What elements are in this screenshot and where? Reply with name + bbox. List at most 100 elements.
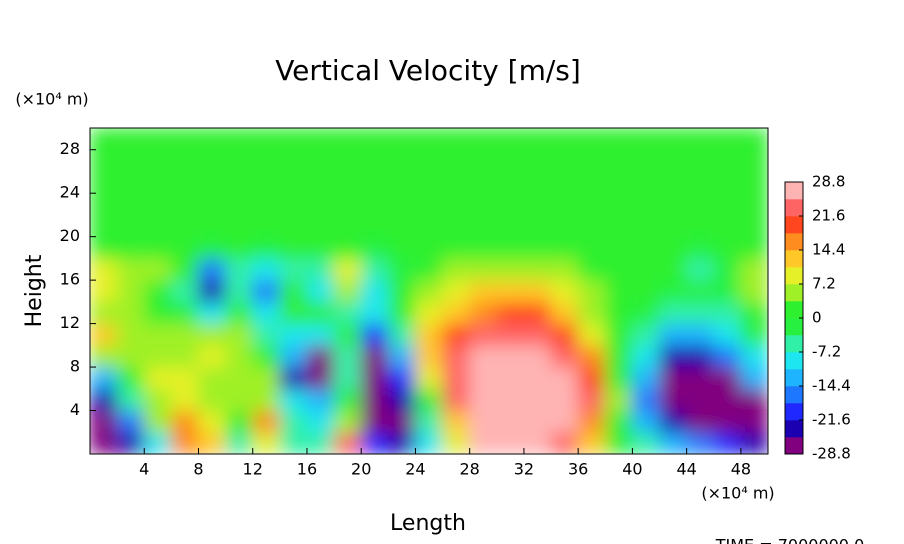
heat-cell — [686, 214, 715, 238]
heat-cell — [469, 192, 498, 216]
heat-cell — [197, 236, 227, 259]
heat-cell — [604, 149, 633, 172]
heat-cell — [740, 301, 768, 325]
heat-cell — [740, 323, 768, 346]
heat-cell — [387, 257, 416, 281]
heat-cell — [496, 170, 525, 194]
heat-cell — [90, 214, 118, 238]
heat-cell — [387, 323, 416, 346]
heat-cell — [225, 388, 254, 412]
colorbar-band — [785, 369, 803, 387]
heat-cell — [333, 279, 362, 303]
x-tick-label: 16 — [297, 460, 317, 479]
heat-cell — [90, 323, 118, 346]
heat-cell — [631, 323, 661, 346]
heat-cell — [306, 170, 335, 194]
heat-cell — [197, 431, 227, 454]
x-tick-label: 20 — [351, 460, 371, 479]
heat-cell — [360, 410, 389, 433]
heat-cell — [116, 344, 145, 368]
heat-cell — [496, 214, 525, 238]
heat-cell — [442, 128, 471, 151]
heat-cell — [90, 344, 118, 368]
heat-cell — [414, 431, 444, 454]
heat-cell — [90, 410, 118, 433]
colorbar-band — [785, 284, 803, 302]
heat-cell — [659, 344, 688, 368]
heat-cell — [279, 257, 308, 281]
heat-cell — [604, 366, 633, 390]
heat-cell — [686, 236, 715, 259]
heat-cell — [442, 170, 471, 194]
heat-cell — [414, 192, 444, 216]
heat-cell — [604, 279, 633, 303]
heat-cell — [659, 366, 688, 390]
heat-cell — [469, 170, 498, 194]
heat-cell — [686, 431, 715, 454]
heat-cell — [469, 279, 498, 303]
heat-cell — [686, 323, 715, 346]
heat-cell — [143, 128, 172, 151]
heat-cell — [414, 366, 444, 390]
heat-cell — [523, 128, 552, 151]
heat-cell — [225, 366, 254, 390]
heat-cell — [116, 170, 145, 194]
heat-cell — [170, 301, 199, 325]
heat-cell — [333, 149, 362, 172]
heat-cell — [197, 410, 227, 433]
heat-cell — [442, 149, 471, 172]
heat-cell — [306, 301, 335, 325]
heat-cell — [387, 279, 416, 303]
heat-cell — [604, 192, 633, 216]
heat-cell — [740, 236, 768, 259]
y-tick-label: 28 — [60, 139, 80, 158]
x-tick-label: 44 — [676, 460, 696, 479]
heat-cell — [333, 257, 362, 281]
heat-cell — [387, 431, 416, 454]
heat-cell — [252, 192, 281, 216]
heat-cell — [686, 192, 715, 216]
heat-cell — [577, 257, 606, 281]
heat-cell — [713, 410, 742, 433]
heat-cell — [523, 431, 552, 454]
heat-cell — [496, 431, 525, 454]
heat-cell — [550, 366, 579, 390]
heat-cell — [659, 192, 688, 216]
heat-cell — [116, 323, 145, 346]
heat-cell — [170, 192, 199, 216]
heat-cell — [90, 388, 118, 412]
heat-cell — [225, 128, 254, 151]
colorbar-band — [785, 182, 803, 200]
heat-cell — [631, 149, 661, 172]
heat-cell — [279, 323, 308, 346]
colorbar-band — [785, 420, 803, 438]
heat-cell — [387, 410, 416, 433]
heat-cell — [713, 388, 742, 412]
heat-cell — [631, 170, 661, 194]
heat-cell — [279, 279, 308, 303]
heat-cell — [631, 431, 661, 454]
heat-cell — [577, 388, 606, 412]
heat-cell — [116, 431, 145, 454]
heat-cell — [333, 301, 362, 325]
heat-cell — [90, 431, 118, 454]
heat-cell — [414, 214, 444, 238]
heat-cell — [279, 344, 308, 368]
heat-cell — [252, 236, 281, 259]
y-tick-label: 4 — [70, 400, 80, 419]
heat-cell — [306, 388, 335, 412]
heat-cell — [197, 279, 227, 303]
x-tick-label: 28 — [460, 460, 480, 479]
heat-cell — [577, 128, 606, 151]
heat-cell — [252, 149, 281, 172]
heat-cell — [686, 257, 715, 281]
x-tick-label: 12 — [243, 460, 263, 479]
heat-cell — [577, 410, 606, 433]
heat-cell — [360, 344, 389, 368]
heat-cell — [442, 344, 471, 368]
colorbar-label: -28.8 — [812, 445, 851, 463]
heat-cell — [442, 431, 471, 454]
heat-cell — [550, 149, 579, 172]
x-tick-label: 8 — [193, 460, 203, 479]
heat-cell — [686, 279, 715, 303]
